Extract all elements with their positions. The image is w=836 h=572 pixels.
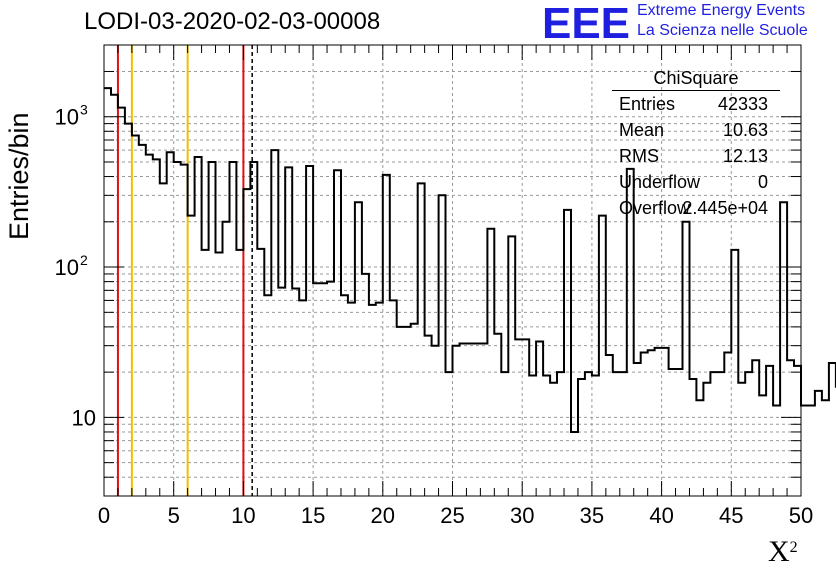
x-tick-label: 0	[98, 503, 110, 528]
stats-title: ChiSquare	[612, 68, 780, 91]
stats-value: 42333	[717, 94, 768, 114]
x-tick-label: 20	[371, 503, 395, 528]
logo-line-2: La Scienza nelle Scuole	[637, 22, 808, 39]
stats-value: 0	[757, 172, 768, 192]
x-tick-label: 45	[719, 503, 743, 528]
chart-title: LODI-03-2020-02-03-00008	[84, 8, 381, 35]
x-tick-label: 35	[580, 503, 604, 528]
stats-row: Entries 42333	[610, 91, 780, 117]
y-tick-label: 10	[55, 105, 79, 130]
stats-value: 12.13	[722, 146, 768, 166]
x-tick-label: 30	[510, 503, 534, 528]
x-tick-label: 5	[168, 503, 180, 528]
y-axis-label: Entries/bin	[4, 112, 34, 240]
y-tick-exponent: 2	[80, 252, 88, 268]
eee-logo: EEE	[542, 2, 630, 42]
y-tick-label: 10	[55, 255, 79, 280]
stats-value: 2.445e+04	[682, 198, 768, 218]
x-axis-label: X2	[768, 535, 798, 569]
x-tick-labels: 0 5 10 15 20 25 30 35 40 45 50	[98, 503, 813, 528]
logo-line-1: Extreme Energy Events	[637, 2, 806, 19]
stats-row: Mean 10.63	[610, 117, 780, 143]
stats-value: 10.63	[722, 120, 768, 140]
marker-lines	[116, 45, 253, 496]
axis-ticks	[103, 44, 802, 497]
stats-row: RMS 12.13	[610, 143, 780, 169]
x-tick-label: 25	[440, 503, 464, 528]
stats-label: RMS	[619, 146, 659, 166]
x-tick-label: 10	[231, 503, 255, 528]
x-tick-label: 50	[789, 503, 813, 528]
histogram-line	[104, 87, 836, 433]
y-tick-exponent: 3	[80, 102, 88, 118]
stats-box: ChiSquare Entries 42333 Mean 10.63 RMS 12.1…	[610, 68, 780, 221]
x-tick-label: 15	[301, 503, 325, 528]
x-tick-label: 40	[649, 503, 673, 528]
y-tick-label: 10	[72, 405, 96, 430]
stats-label: Entries	[619, 94, 676, 114]
stats-row: Underflow 0	[610, 169, 780, 195]
stats-label: Mean	[619, 120, 665, 140]
stats-row: Overflow 2.445e+04	[610, 195, 780, 221]
x-axis-label-base: X	[768, 535, 790, 568]
stats-label: Overflow	[619, 198, 691, 218]
x-axis-label-sup: 2	[789, 539, 798, 556]
stats-label: Underflow	[619, 172, 701, 192]
logo-text: EEE	[542, 2, 630, 42]
